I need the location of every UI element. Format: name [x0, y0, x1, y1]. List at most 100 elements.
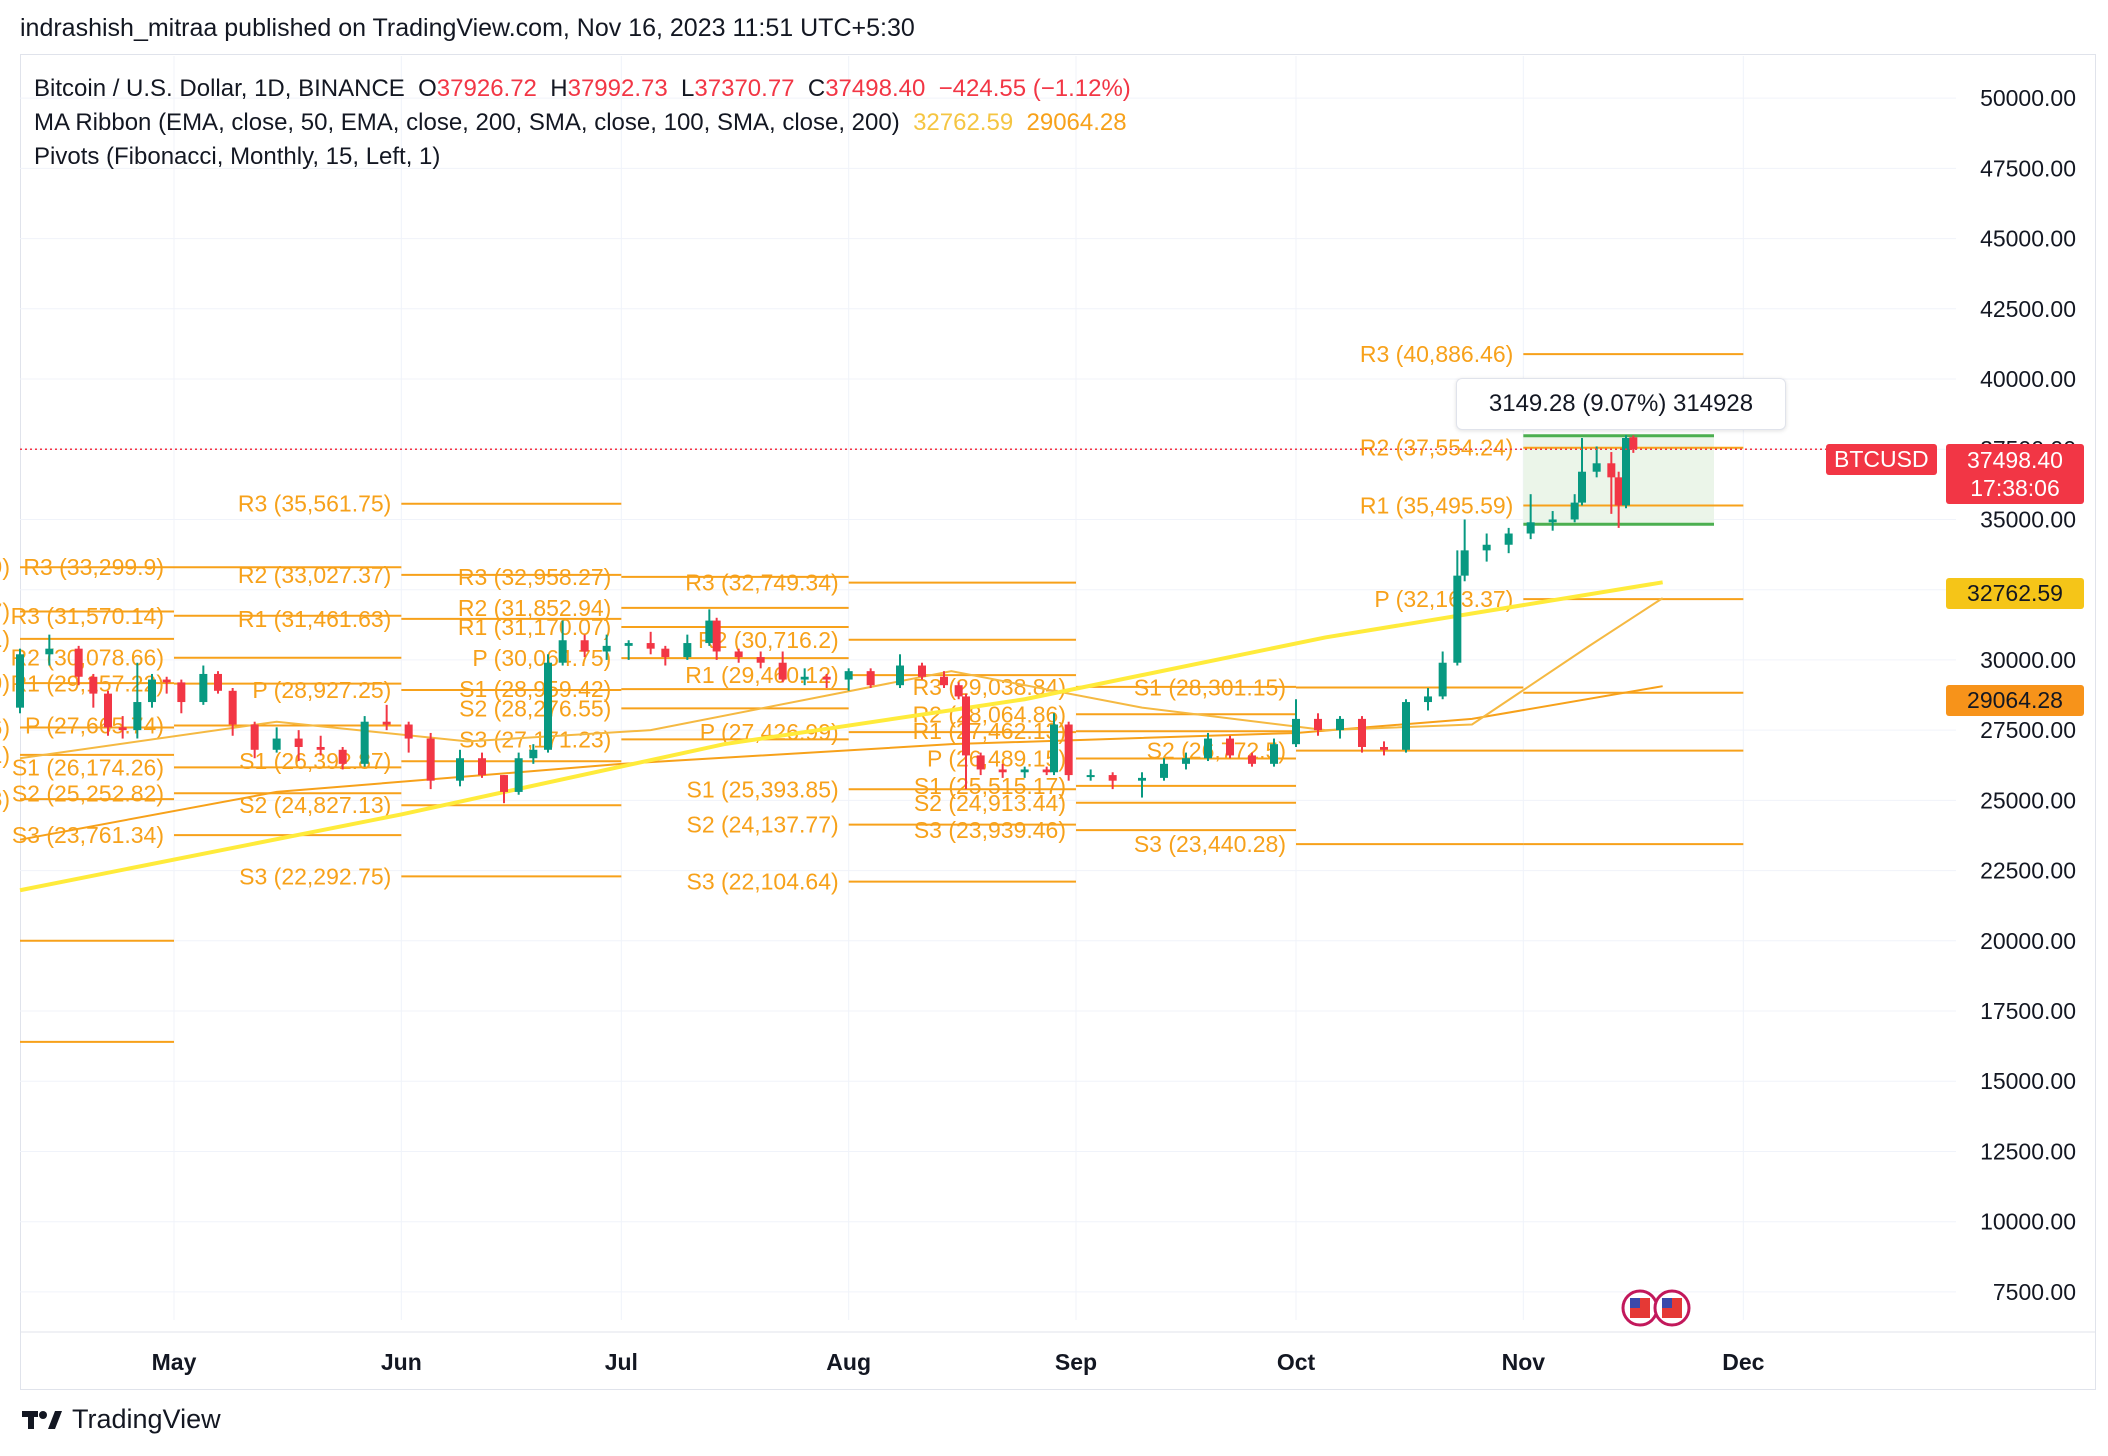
legend-low: 37370.77 [694, 75, 795, 102]
candle-body [822, 676, 831, 680]
pivot-label: R2 (30,716.2) [698, 627, 839, 653]
candle-body [1160, 763, 1168, 778]
candle-body [1548, 519, 1557, 523]
candle-body [89, 676, 98, 694]
candle-body [1358, 718, 1366, 747]
pivot-label: S1 (26,174.26) [12, 754, 164, 780]
candle-body [514, 758, 523, 792]
legend-ma-val2: 29064.28 [1026, 109, 1127, 136]
candle-body [1614, 477, 1623, 506]
candle-body [866, 671, 875, 686]
pivot-label: R2 (33,027.37) [238, 562, 391, 588]
candle-body [456, 758, 464, 781]
pivot-label: R3 (33,299.9) [23, 554, 164, 580]
x-tick-label: May [152, 1349, 197, 1375]
candle-body [1570, 502, 1579, 520]
y-tick-label: 10000.00 [1980, 1209, 2076, 1235]
candle-body [500, 775, 508, 792]
event-flag-canton-icon [1662, 1298, 1672, 1308]
pivot-label: S3 (23,939.46) [914, 817, 1066, 843]
candle-body [778, 662, 787, 680]
x-tick-label: Jun [381, 1349, 422, 1375]
pivot-label: R3 (31,570.14) [11, 603, 164, 629]
candle-body [148, 679, 156, 703]
candle-body [962, 696, 970, 756]
pivot-label: S1 (25,393.85) [686, 776, 838, 802]
candle-body [1226, 738, 1234, 756]
pivot-label: S3 (23,440.28) [1134, 831, 1286, 857]
x-tick-label: Aug [826, 1349, 871, 1375]
pivot-label: R2 (31,723.07) [0, 599, 10, 625]
legend-ma-val1: 32762.59 [913, 109, 1014, 136]
candle-body [896, 665, 904, 686]
y-tick-label: 25000.00 [1980, 787, 2076, 813]
pivot-label: S2 (24,827.13) [239, 792, 391, 818]
pivot-label: S3 (25,044.28) [0, 786, 10, 812]
pivot-label: R3 (33,299.9) [0, 554, 10, 580]
candle-body [800, 676, 809, 680]
pivot-label: P (26,489.15) [927, 746, 1066, 772]
candle-body [16, 654, 24, 708]
candle-body [712, 620, 721, 652]
pivot-label: P (32,163.37) [1374, 586, 1513, 612]
price-range-tooltip: 3149.28 (9.07%) 314928 [1456, 378, 1786, 430]
legend-open: 37926.72 [436, 75, 537, 102]
candle-body [661, 648, 670, 658]
candle-body [1578, 471, 1586, 503]
candle-body [199, 673, 208, 703]
legend-symbol-row[interactable]: Bitcoin / U.S. Dollar, 1D, BINANCE O3792… [34, 72, 1131, 106]
candle-body [1270, 744, 1278, 764]
y-tick-label: 40000.00 [1980, 366, 2076, 392]
pivot-label: S3 (22,104.64) [686, 869, 838, 895]
candle-body [118, 727, 127, 731]
candle-body [404, 724, 413, 739]
legend-high: 37992.73 [567, 75, 668, 102]
legend-symbol: Bitcoin / U.S. Dollar, 1D, BINANCE [34, 75, 405, 102]
candle-body [177, 682, 186, 703]
pivot-label: P (27,665.74) [25, 712, 164, 738]
candle-body [272, 738, 281, 750]
chart-frame[interactable] [20, 54, 2096, 1390]
candle-body [1204, 738, 1212, 759]
y-tick-label: 15000.00 [1980, 1068, 2076, 1094]
candle-body [316, 746, 325, 750]
y-tick-label: 27500.00 [1980, 717, 2076, 743]
candle-body [360, 721, 369, 764]
ema-line [19, 580, 1663, 893]
pivot-label: S2 (24,137.77) [686, 812, 838, 838]
candle-body [683, 643, 692, 658]
candle-body [1108, 775, 1117, 781]
legend-ma-row[interactable]: MA Ribbon (EMA, close, 50, EMA, close, 2… [34, 106, 1131, 140]
candle-body [646, 643, 655, 649]
candle-body [756, 657, 765, 663]
candle-body [544, 662, 552, 750]
tradingview-logo-icon [22, 1410, 62, 1429]
last-symbol-tag: BTCUSD [1826, 444, 1937, 475]
pivot-label: P (30,064.75) [472, 645, 611, 671]
y-tick-label: 42500.00 [1980, 296, 2076, 322]
pivot-label: R1 (27,462.13) [913, 718, 1066, 744]
candle-body [133, 702, 142, 731]
last-price-value: 37498.40 [1967, 447, 2063, 473]
candle-body [624, 643, 633, 646]
chart-legend: Bitcoin / U.S. Dollar, 1D, BINANCE O3792… [34, 72, 1131, 174]
candle-body [734, 651, 743, 658]
pivot-label: R2 (31,852.94) [458, 595, 611, 621]
candle-body [602, 645, 611, 652]
legend-h-label: H [550, 75, 568, 102]
pivot-label: S2 (26,621.1) [0, 742, 10, 768]
legend-pivots-row[interactable]: Pivots (Fibonacci, Monthly, 15, Left, 1) [34, 140, 1131, 174]
legend-change: −424.55 (−1.12%) [938, 75, 1131, 102]
candle-body [1292, 718, 1300, 745]
candle-body [954, 685, 963, 697]
ma-line-c [19, 685, 1663, 841]
pivot-label: S2 (25,252.82) [12, 780, 164, 806]
pivot-label: R1 (29,157.22) [11, 671, 164, 697]
ma2-price-tag: 29064.28 [1946, 685, 2084, 716]
footer: TradingView [22, 1404, 221, 1435]
candle-body [998, 769, 1007, 773]
pivot-label: R3 (32,958.27) [458, 564, 611, 590]
candle-body [478, 758, 486, 776]
pivot-label: P (27,426.99) [700, 719, 839, 745]
